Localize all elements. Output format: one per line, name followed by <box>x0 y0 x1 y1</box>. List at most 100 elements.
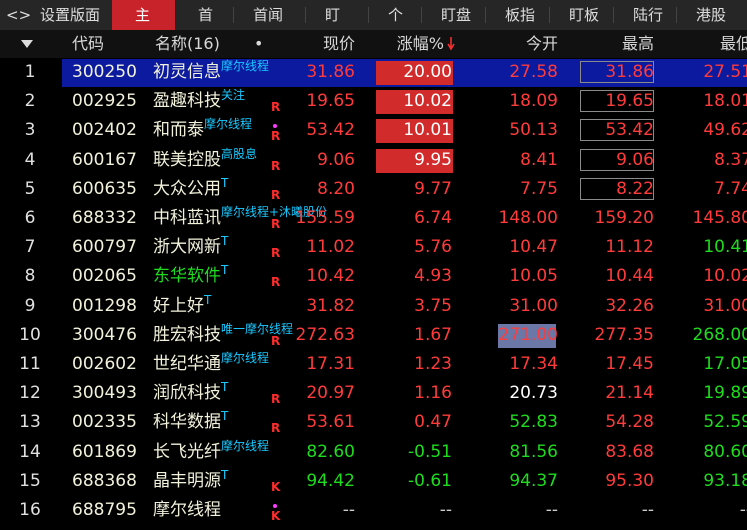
cell-low: 18.01 <box>703 91 747 112</box>
tab[interactable]: 个 <box>388 6 404 24</box>
tab[interactable]: 板指 <box>505 6 536 24</box>
cell-open: 271.00 <box>498 324 558 345</box>
row-index: 5 <box>24 178 36 199</box>
stock-name[interactable]: 东华软件 <box>153 266 221 287</box>
stock-code: 300493 <box>72 383 137 404</box>
cell-price: 31.82 <box>306 295 355 316</box>
header-high[interactable]: 最高 <box>621 34 654 53</box>
cell-price: -- <box>342 500 355 520</box>
stock-name-group: 胜宏科技唯一摩尔线程 <box>153 323 293 345</box>
stock-code: 300476 <box>72 324 137 345</box>
stock-flag: R <box>271 129 281 144</box>
cell-change: 0.47 <box>414 412 452 433</box>
stock-code: 600635 <box>72 178 137 199</box>
stock-name[interactable]: 大众公用 <box>153 178 221 199</box>
stock-tag: 关注 <box>221 88 246 103</box>
stock-name[interactable]: 科华数据 <box>153 412 221 433</box>
stock-tag: T <box>221 380 229 395</box>
cell-price: 19.65 <box>306 91 355 112</box>
flag-dot <box>273 504 277 508</box>
stock-flag: K <box>271 509 281 523</box>
stock-name[interactable]: 和而泰 <box>153 120 204 141</box>
tab[interactable]: 首 <box>198 6 214 24</box>
cell-low: 80.60 <box>703 441 747 462</box>
stock-name-group: 和而泰摩尔线程 <box>153 118 252 141</box>
stock-flag: R <box>271 275 281 290</box>
stock-name[interactable]: 盈趣科技 <box>153 91 221 112</box>
stock-tag: T <box>221 234 229 249</box>
stock-name[interactable]: 初灵信息 <box>153 62 221 82</box>
cell-open: 31.00 <box>509 295 558 316</box>
cell-change: 4.93 <box>414 266 452 287</box>
cell-open: 52.83 <box>509 412 558 433</box>
stock-tag: 摩尔线程 <box>221 59 270 73</box>
stock-name-group: 大众公用T <box>153 177 228 199</box>
tab-divider <box>549 7 550 23</box>
stock-name[interactable]: 联美控股 <box>153 149 221 170</box>
tab[interactable]: 盯盘 <box>441 6 472 24</box>
tab[interactable]: 盯板 <box>569 6 600 24</box>
header-open[interactable]: 今开 <box>525 34 558 53</box>
stock-code: 002335 <box>72 412 137 433</box>
stock-name[interactable]: 世纪华通 <box>153 354 221 374</box>
stock-flag: R <box>271 392 281 407</box>
stock-name[interactable]: 好上好 <box>153 295 204 316</box>
change-box <box>376 90 453 115</box>
header-price[interactable]: 现价 <box>322 34 355 53</box>
stock-name[interactable]: 晶丰明源 <box>153 470 221 491</box>
tab[interactable]: 港股 <box>696 6 727 24</box>
header-code: 代码 <box>72 34 105 53</box>
cell-price: 9.06 <box>317 149 355 170</box>
stock-name[interactable]: 浙大网新 <box>153 237 221 258</box>
change-box <box>376 119 453 144</box>
tab[interactable]: 主 <box>135 6 151 24</box>
cell-high: 8.22 <box>616 178 654 199</box>
cell-high: 277.35 <box>594 324 654 345</box>
cell-open: 50.13 <box>509 120 558 141</box>
tab[interactable]: 首闻 <box>253 6 284 24</box>
tab[interactable]: 陆行 <box>633 6 664 24</box>
tab[interactable]: 设置版面 <box>40 6 101 24</box>
header-low[interactable]: 最低 <box>719 34 747 53</box>
cell-low: 17.05 <box>703 354 747 374</box>
stock-name-group: 长飞光纤摩尔线程 <box>153 440 269 462</box>
stock-tag: 摩尔线程 <box>221 351 270 365</box>
stock-name[interactable]: 润欣科技 <box>153 383 221 404</box>
sort-arrow <box>447 37 455 51</box>
high-box <box>580 148 654 171</box>
tab-divider <box>233 7 234 23</box>
high-box <box>580 177 654 200</box>
row-index: 15 <box>19 470 41 491</box>
row-index: 9 <box>24 295 36 316</box>
cell-low: 19.89 <box>703 383 747 404</box>
stock-name[interactable]: 摩尔线程 <box>153 500 221 520</box>
header-dot: • <box>254 34 264 53</box>
stock-name[interactable]: 长飞光纤 <box>153 441 221 462</box>
menu-arrow[interactable] <box>20 39 34 49</box>
tab-divider <box>305 7 306 23</box>
stock-name-group: 好上好T <box>153 294 211 316</box>
stock-flag: R <box>271 333 281 348</box>
cell-open: 7.75 <box>520 178 558 199</box>
tab[interactable]: 盯 <box>325 6 341 24</box>
tab[interactable]: <> <box>6 6 32 24</box>
cell-high: 10.44 <box>605 266 654 287</box>
cell-open: 10.05 <box>509 266 558 287</box>
active-tab-bg <box>112 0 175 30</box>
stock-name-group: 盈趣科技关注 <box>153 89 245 112</box>
header-change[interactable]: 涨幅% <box>396 34 444 53</box>
stock-name[interactable]: 胜宏科技 <box>153 324 221 345</box>
header-name: 名称(16) <box>155 34 220 53</box>
stock-name-group: 联美控股高股息 <box>153 148 257 170</box>
cell-high: 17.45 <box>605 354 654 374</box>
stock-name[interactable]: 中科蓝讯 <box>153 208 221 228</box>
cell-price: 31.86 <box>306 62 355 82</box>
cell-change: 6.74 <box>414 208 452 228</box>
row-index: 8 <box>24 266 36 287</box>
cell-low: 145.80 <box>692 208 747 228</box>
cell-high: 21.14 <box>605 383 654 404</box>
cell-high: 9.06 <box>616 149 654 170</box>
row-index: 14 <box>19 441 41 462</box>
cell-change: -0.61 <box>408 470 452 491</box>
